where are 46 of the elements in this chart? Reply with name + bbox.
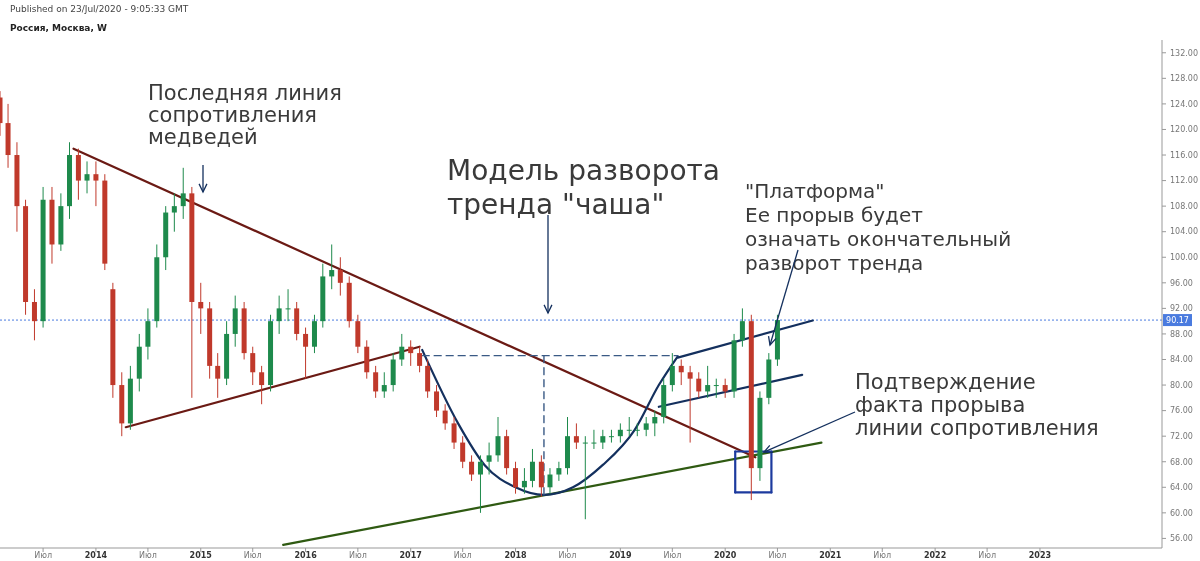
x-tick-label: 2022 — [923, 551, 947, 560]
x-tick-label: Июл — [978, 551, 997, 560]
x-tick-label: Июл — [453, 551, 472, 560]
x-tick-label: 2021 — [819, 551, 842, 560]
y-tick-label: 100.00 — [1170, 253, 1198, 263]
x-tick-label: Июл — [768, 551, 787, 560]
text: Published on 23/Jul/2020 - 9:05:33 GMT — [10, 4, 189, 14]
x-tick-label: 2017 — [399, 551, 422, 560]
x-tick-label: 2023 — [1028, 551, 1052, 560]
x-tick-label: 2019 — [609, 551, 632, 560]
annotation: Модель разворота тренда "чаша" — [447, 154, 720, 221]
y-tick-label: 104.00 — [1170, 227, 1198, 237]
x-tick-label: Июл — [34, 551, 52, 560]
y-tick-label: 60.00 — [1170, 508, 1193, 518]
ref-line-label: 90.17 — [1166, 315, 1189, 325]
y-tick-label: 92.00 — [1170, 304, 1193, 314]
annotation: Подтверждение факта прорыва линии сопротивления — [855, 370, 1099, 440]
y-tick-label: 76.00 — [1170, 406, 1193, 416]
x-tick-label: Июл — [873, 551, 892, 560]
y-tick-label: 132.00 — [1170, 48, 1198, 58]
x-tick-label: Июл — [663, 551, 682, 560]
x-tick-label: 2014 — [84, 551, 108, 560]
y-tick-label: 112.00 — [1170, 176, 1198, 186]
x-tick-label: 2016 — [294, 551, 318, 560]
annotation: Последняя линия сопротивления медведей — [148, 81, 342, 149]
y-tick-label: 68.00 — [1170, 457, 1193, 467]
y-tick-label: 96.00 — [1170, 278, 1193, 288]
y-tick-label: 128.00 — [1170, 74, 1198, 84]
y-tick-label: 124.00 — [1170, 99, 1198, 109]
y-tick-label: 84.00 — [1170, 355, 1193, 365]
x-tick-label: 2020 — [714, 551, 737, 560]
y-tick-label: 64.00 — [1170, 483, 1193, 493]
x-tick-label: Июл — [348, 551, 367, 560]
x-tick-label: 2018 — [504, 551, 528, 560]
x-tick-label: 2015 — [189, 551, 213, 560]
y-tick-label: 88.00 — [1170, 329, 1193, 339]
x-tick-label: Июл — [558, 551, 577, 560]
chart-title: Россия, Москва, W — [10, 23, 107, 33]
y-tick-label: 56.00 — [1170, 534, 1193, 544]
y-tick-label: 80.00 — [1170, 380, 1193, 390]
y-tick-label: 120.00 — [1170, 125, 1198, 135]
x-tick-label: Июл — [243, 551, 262, 560]
x-tick-label: Июл — [138, 551, 157, 560]
y-tick-label: 108.00 — [1170, 201, 1198, 211]
y-tick-label: 72.00 — [1170, 431, 1193, 441]
y-tick-label: 116.00 — [1170, 150, 1198, 160]
